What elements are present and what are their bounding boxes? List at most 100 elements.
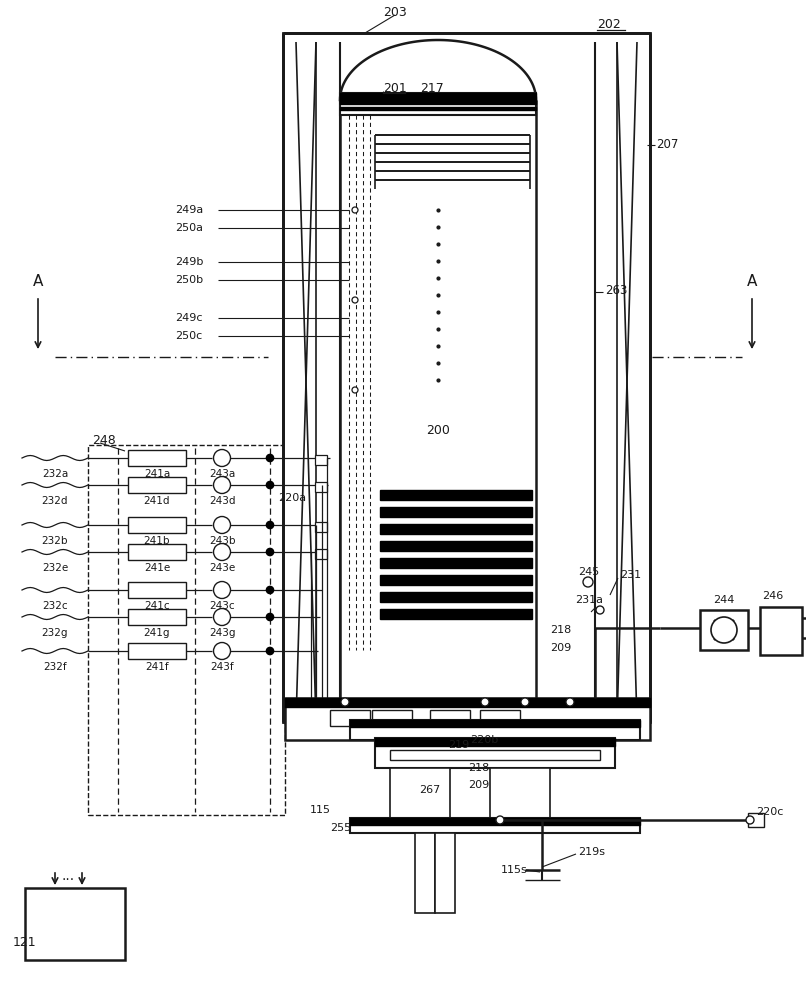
Text: 231: 231	[620, 570, 641, 580]
Text: 244: 244	[713, 595, 735, 605]
Bar	[25, 888, 125, 960]
Circle shape	[481, 698, 489, 706]
Bar	[340, 93, 536, 115]
Circle shape	[214, 516, 231, 534]
Text: 245: 245	[578, 567, 599, 577]
Bar	[380, 609, 532, 619]
Circle shape	[267, 613, 273, 620]
Bar	[315, 482, 327, 492]
Text: 219: 219	[448, 740, 469, 750]
Circle shape	[214, 477, 231, 493]
Bar	[480, 710, 520, 726]
Bar	[390, 768, 450, 818]
Text: 263: 263	[605, 284, 627, 296]
Bar	[350, 818, 640, 833]
Text: ...: ...	[61, 869, 75, 883]
Text: 218: 218	[550, 625, 571, 635]
Text: 232b: 232b	[42, 536, 69, 546]
Text: 243a: 243a	[209, 469, 235, 479]
Bar	[315, 522, 327, 532]
Text: 207: 207	[656, 138, 679, 151]
Circle shape	[214, 643, 231, 660]
Text: 203: 203	[383, 5, 407, 18]
Bar	[350, 720, 640, 740]
Circle shape	[267, 648, 273, 654]
Circle shape	[352, 297, 358, 303]
Bar	[380, 490, 532, 500]
Text: 243c: 243c	[210, 601, 235, 611]
Text: 243f: 243f	[210, 662, 234, 672]
Bar	[128, 450, 186, 466]
Bar	[128, 517, 186, 533]
Text: 246: 246	[762, 591, 783, 601]
Text: 231a: 231a	[575, 595, 603, 605]
Circle shape	[496, 816, 504, 824]
Text: 200: 200	[426, 424, 450, 436]
Bar	[285, 698, 650, 740]
Bar	[380, 575, 532, 585]
Text: 267: 267	[419, 785, 441, 795]
Bar	[315, 549, 327, 559]
Text: 209: 209	[468, 780, 489, 790]
Bar	[128, 582, 186, 598]
Bar	[285, 698, 650, 707]
Circle shape	[341, 698, 349, 706]
Bar	[372, 710, 412, 726]
Text: 250a: 250a	[175, 223, 203, 233]
Text: 248: 248	[92, 434, 116, 448]
Bar	[350, 720, 640, 727]
Text: 243d: 243d	[209, 496, 235, 506]
Text: 241e: 241e	[144, 563, 170, 573]
Text: 255: 255	[330, 823, 351, 833]
Circle shape	[711, 617, 737, 643]
Bar	[380, 524, 532, 534]
Text: 232g: 232g	[42, 628, 69, 638]
Text: 209: 209	[550, 643, 571, 653]
Text: 219s: 219s	[578, 847, 605, 857]
Circle shape	[352, 387, 358, 393]
Bar	[330, 710, 370, 726]
Text: 243b: 243b	[209, 536, 235, 546]
Text: 220a: 220a	[278, 493, 306, 503]
Circle shape	[746, 816, 754, 824]
Bar	[340, 107, 536, 110]
Bar	[380, 507, 532, 517]
Text: 220b: 220b	[470, 735, 498, 745]
Bar	[430, 710, 470, 726]
Bar	[283, 33, 650, 722]
Bar	[128, 643, 186, 659]
Bar	[128, 477, 186, 493]
Text: 241d: 241d	[143, 496, 170, 506]
Text: 241c: 241c	[144, 601, 170, 611]
Text: 241f: 241f	[145, 662, 168, 672]
Bar	[490, 768, 550, 818]
Circle shape	[566, 698, 574, 706]
Text: 241g: 241g	[143, 628, 170, 638]
Bar	[380, 558, 532, 568]
Circle shape	[267, 586, 273, 593]
Text: 243g: 243g	[209, 628, 235, 638]
Text: 115s: 115s	[501, 865, 528, 875]
Text: 250b: 250b	[175, 275, 203, 285]
Text: 232c: 232c	[42, 601, 68, 611]
Text: 249c: 249c	[175, 313, 202, 323]
Bar	[128, 544, 186, 560]
Circle shape	[214, 582, 231, 598]
Bar	[748, 813, 764, 827]
Bar	[380, 541, 532, 551]
Text: A: A	[33, 274, 44, 290]
Bar	[415, 833, 435, 913]
Circle shape	[214, 608, 231, 626]
Text: 241b: 241b	[143, 536, 170, 546]
Circle shape	[267, 548, 273, 556]
Text: 232e: 232e	[42, 563, 69, 573]
Bar	[380, 592, 532, 602]
Text: 249a: 249a	[175, 205, 203, 215]
Text: A: A	[747, 274, 757, 290]
Circle shape	[583, 577, 593, 587]
Text: 201: 201	[383, 82, 407, 95]
Bar	[88, 445, 285, 815]
Circle shape	[267, 454, 273, 462]
Text: 232d: 232d	[42, 496, 69, 506]
Text: 241a: 241a	[144, 469, 170, 479]
